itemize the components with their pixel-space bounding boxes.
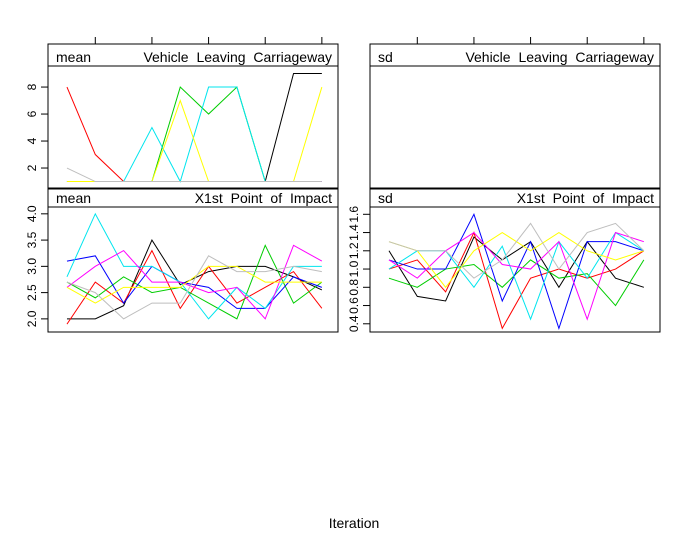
panel-frame <box>47 65 339 189</box>
y-tick-label: 3.5 <box>25 231 39 248</box>
y-tick-label: 0.6 <box>347 297 361 314</box>
series-line <box>66 255 322 320</box>
series-line <box>66 239 323 320</box>
y-tick-label: 1.4 <box>347 224 361 241</box>
series-line <box>388 259 645 307</box>
strip-stat: mean <box>56 190 91 206</box>
y-tick-label: 4.0 <box>25 205 39 222</box>
y-tick-label: 0.8 <box>347 279 361 296</box>
strip-title: Vehicle Leaving Carriageway <box>465 49 654 65</box>
y-tick-label: 6 <box>25 110 39 117</box>
y-tick-label: 2.0 <box>25 310 39 327</box>
strip-title: Vehicle Leaving Carriageway <box>143 49 332 65</box>
y-tick-label: 0.4 <box>347 315 361 332</box>
series-line <box>66 255 323 309</box>
series-line <box>388 236 645 302</box>
strip-stat: sd <box>378 49 393 65</box>
x-axis-label: Iteration <box>329 515 380 531</box>
series-line <box>66 212 322 320</box>
y-tick-label: 1.2 <box>347 242 361 259</box>
y-tick-label: 8 <box>25 83 39 90</box>
strip-stat: mean <box>56 49 91 65</box>
series-line <box>388 231 645 321</box>
y-tick-label: 1.0 <box>347 260 361 277</box>
series-line <box>388 231 645 330</box>
y-tick-label: 3.0 <box>25 258 39 275</box>
y-tick-label: 2.5 <box>25 284 39 301</box>
series-line <box>388 231 645 289</box>
series-line <box>66 265 322 304</box>
strip-stat: sd <box>378 190 393 206</box>
series-line <box>66 244 323 320</box>
y-tick-label: 2 <box>25 164 39 171</box>
series-line <box>388 222 645 279</box>
series-line <box>388 231 645 321</box>
y-tick-label: 4 <box>25 137 39 144</box>
strip-title: X1st Point of Impact <box>517 190 654 206</box>
series-line <box>66 73 322 183</box>
y-tick-label: 1.6 <box>347 206 361 223</box>
panel-frame <box>47 206 339 333</box>
series-line <box>66 167 322 183</box>
panel-frame <box>369 65 661 189</box>
strip-title: X1st Point of Impact <box>195 190 332 206</box>
panel-frame <box>369 206 661 333</box>
